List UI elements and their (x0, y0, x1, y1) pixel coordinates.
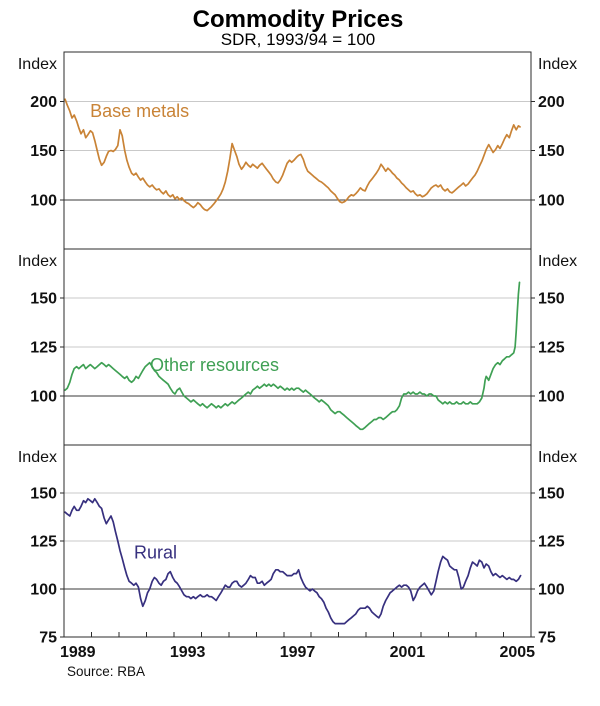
y-tick-label-left-rural-125: 125 (30, 534, 57, 551)
x-tick-label-2001: 2001 (390, 644, 426, 661)
chart-subtitle: SDR, 1993/94 = 100 (221, 30, 376, 49)
y-tick-label-left-rural-100: 100 (30, 582, 57, 599)
index-axis-label-top-left: Index (18, 56, 57, 73)
y-tick-label-left-rural-150: 150 (30, 486, 57, 503)
index-axis-label-bottom-right: Index (538, 449, 577, 466)
y-tick-label-left-other-resources-125: 125 (30, 340, 57, 357)
y-tick-label-right-rural-125: 125 (538, 534, 565, 551)
y-tick-label-right-other-resources-125: 125 (538, 340, 565, 357)
y-tick-label-left-rural-75: 75 (39, 630, 57, 647)
index-axis-label-top-right: Index (538, 56, 577, 73)
x-tick-label-1989: 1989 (60, 644, 96, 661)
series-line-other-resources (64, 281, 521, 431)
plot-frame (63, 51, 532, 638)
series-label-base-metals: Base metals (90, 101, 189, 121)
y-tick-label-left-base-metals-100: 100 (30, 192, 57, 209)
series-label-rural: Rural (134, 542, 177, 562)
y-tick-label-left-other-resources-100: 100 (30, 389, 57, 406)
chart-title: Commodity Prices (193, 6, 404, 33)
y-tick-label-right-rural-100: 100 (538, 582, 565, 599)
series-label-other-resources: Other resources (150, 355, 279, 375)
y-tick-label-right-other-resources-100: 100 (538, 389, 565, 406)
x-tick-label-1997: 1997 (280, 644, 316, 661)
x-tick-label-2005: 2005 (499, 644, 535, 661)
index-axis-label-bottom-left: Index (18, 449, 57, 466)
index-axis-label-middle-right: Index (538, 253, 577, 270)
y-tick-label-right-base-metals-150: 150 (538, 143, 565, 160)
x-tick-label-1993: 1993 (170, 644, 206, 661)
series-line-base-metals (64, 98, 521, 212)
y-tick-label-left-other-resources-150: 150 (30, 291, 57, 308)
y-tick-label-right-base-metals-100: 100 (538, 192, 565, 209)
y-tick-label-left-base-metals-200: 200 (30, 94, 57, 111)
y-tick-label-right-base-metals-200: 200 (538, 94, 565, 111)
index-axis-label-middle-left: Index (18, 253, 57, 270)
y-tick-label-right-other-resources-150: 150 (538, 291, 565, 308)
y-tick-label-left-base-metals-150: 150 (30, 143, 57, 160)
series-line-rural (64, 497, 522, 625)
y-tick-label-right-rural-150: 150 (538, 486, 565, 503)
source-note: Source: RBA (67, 664, 145, 679)
y-tick-label-right-rural-75: 75 (538, 630, 556, 647)
